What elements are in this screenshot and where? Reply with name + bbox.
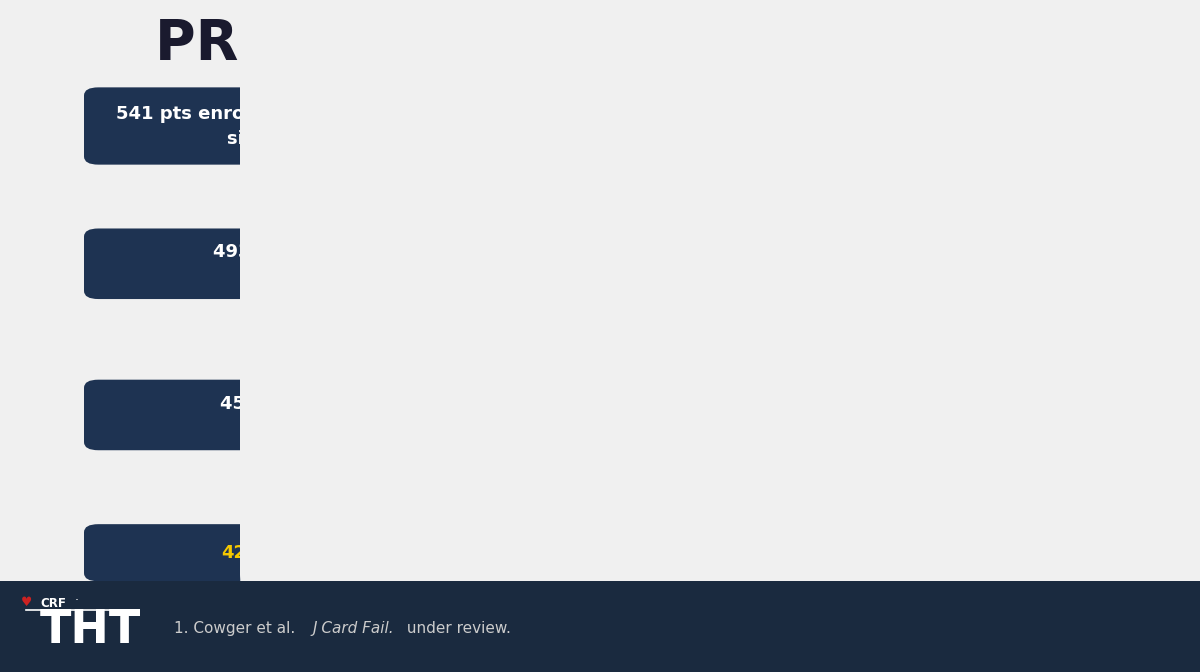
Text: 493 pts entered the cath lab for implant: 493 pts entered the cath lab for implant (214, 243, 622, 261)
Text: (Effectiveness Population): (Effectiveness Population) (283, 421, 551, 439)
Text: 456 implanted with Cordella PA Sensor: 456 implanted with Cordella PA Sensor (220, 394, 614, 413)
Text: former Treatment Arm (N=88): former Treatment Arm (N=88) (906, 398, 1171, 413)
FancyBboxPatch shape (84, 228, 750, 299)
Polygon shape (565, 204, 582, 216)
Polygon shape (565, 355, 582, 367)
Text: ♥: ♥ (20, 595, 32, 609)
Polygon shape (877, 409, 894, 421)
Text: reported separately ¹: reported separately ¹ (906, 438, 1099, 453)
FancyBboxPatch shape (0, 581, 1200, 672)
Text: (Safety Population): (Safety Population) (318, 269, 516, 288)
Text: 48 withdrew prior to
implant: 48 withdrew prior to implant (626, 191, 820, 229)
Text: sites in the United States and Europe: sites in the United States and Europe (228, 130, 606, 149)
FancyBboxPatch shape (894, 363, 1176, 467)
Text: 1. Cowger et al.: 1. Cowger et al. (174, 621, 300, 636)
Text: CRF: CRF (41, 597, 67, 610)
Text: 541 pts enrolled December 2019 - March 2023 in 75 clinical: 541 pts enrolled December 2019 - March 2… (116, 105, 718, 123)
Text: J Card Fail.: J Card Fail. (312, 621, 394, 636)
Text: • Includes Single Arm (N=368) +: • Includes Single Arm (N=368) + (906, 378, 1176, 392)
FancyBboxPatch shape (582, 339, 864, 383)
FancyBboxPatch shape (582, 479, 864, 521)
FancyBboxPatch shape (84, 524, 750, 581)
Polygon shape (407, 370, 427, 380)
Text: 37 implants aborted: 37 implants aborted (628, 352, 818, 370)
Polygon shape (407, 515, 427, 524)
FancyBboxPatch shape (84, 380, 750, 450)
Text: 425: 425 (221, 544, 259, 562)
Polygon shape (407, 219, 427, 228)
FancyBboxPatch shape (582, 181, 864, 239)
Text: under review.: under review. (402, 621, 511, 636)
Text: • Former control arm (N=72) are: • Former control arm (N=72) are (906, 418, 1176, 433)
Text: ·: · (74, 594, 78, 607)
Text: THT: THT (40, 608, 140, 653)
Text: 16 withdrawals: 16 withdrawals (652, 491, 794, 509)
Text: completed 6-month follow-up: completed 6-month follow-up (246, 544, 557, 562)
Text: PROACTIVE-HF: Patient Flow: PROACTIVE-HF: Patient Flow (155, 17, 1045, 71)
Polygon shape (565, 495, 582, 505)
FancyBboxPatch shape (84, 87, 750, 165)
FancyBboxPatch shape (0, 581, 1200, 672)
